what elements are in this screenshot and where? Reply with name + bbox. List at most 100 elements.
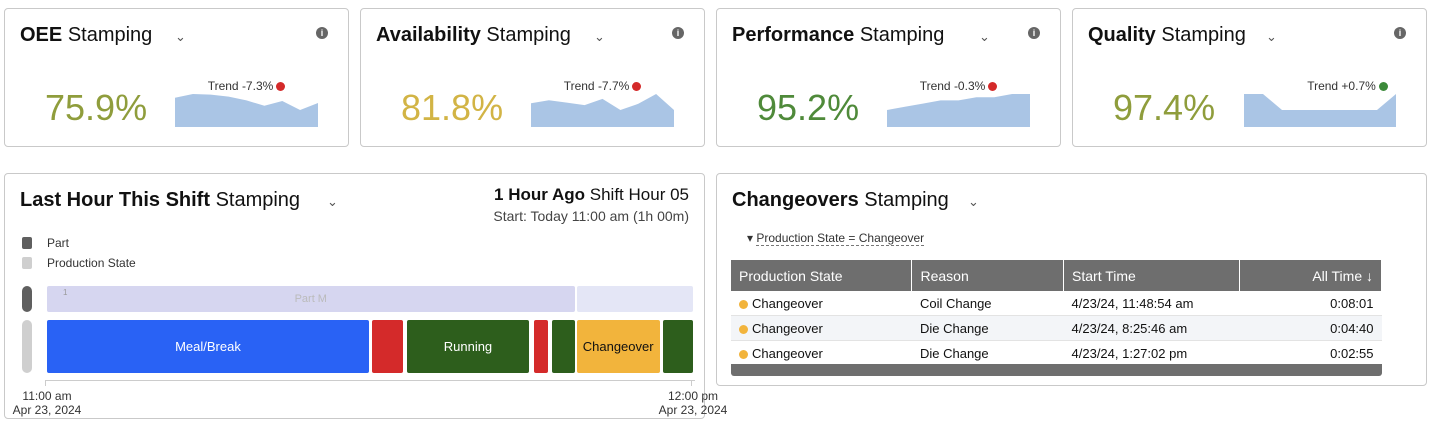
cell-text: 0:04:40 (1330, 320, 1374, 336)
part-count: 1 (63, 288, 68, 297)
trend-dot (988, 82, 998, 91)
axis-label: 12:00 pm Apr 23, 2024 (653, 389, 733, 417)
part-segment[interactable] (576, 286, 693, 312)
changeovers-card: Changeovers Stamping ⌄ ▾ Production Stat… (716, 173, 1427, 386)
trend-dot (276, 82, 286, 91)
info-icon[interactable]: i (316, 27, 328, 39)
trend-dot (632, 82, 642, 91)
timeline-card: Last Hour This Shift Stamping ⌄ 1 Hour A… (4, 173, 727, 419)
state-segment[interactable] (533, 320, 548, 373)
title: Last Hour This Shift (20, 189, 210, 211)
table-cell: Die Change (911, 340, 1064, 366)
axis-date: Apr 23, 2024 (658, 403, 728, 417)
sparkline-area (1244, 94, 1396, 127)
state-segment[interactable] (662, 320, 693, 373)
table: Production State Reason Start Time All Time… (731, 260, 1382, 366)
filter-label: Production State = Changeover (756, 231, 925, 246)
table-body: Changeover Coil Change 4/23/24, 11:48:54 a… (731, 291, 1382, 366)
table-cell: Die Change (911, 315, 1064, 341)
table-cell: 0:04:40 (1239, 315, 1382, 341)
trend-label: Trend +0.7% (1307, 79, 1376, 93)
trend: Trend -0.3% (887, 79, 1030, 93)
card-title: Quality Stamping (1088, 24, 1246, 47)
dropdown[interactable]: ⌄ (175, 29, 186, 44)
axis-date: Apr 23, 2024 (12, 403, 82, 417)
info-icon[interactable]: i (1394, 27, 1406, 39)
trend-label: Trend -7.7% (563, 79, 630, 93)
title: Changeovers (732, 189, 859, 211)
kpi-card: Availability Stamping ⌄ i 81.8% Trend -7… (360, 8, 705, 147)
state-segment[interactable]: Meal/Break (47, 320, 369, 373)
legend-swatch (22, 257, 32, 269)
table-row: Changeover Die Change 4/23/24, 1:27:02 pm 0… (731, 340, 1382, 366)
sparkline-area (887, 94, 1030, 127)
table-footer (731, 364, 1382, 376)
dropdown[interactable]: ⌄ (594, 29, 605, 44)
column-header[interactable]: Reason (911, 260, 1065, 291)
table-cell: 0:08:01 (1239, 291, 1382, 316)
title: OEE (20, 24, 63, 46)
state-dot (739, 324, 748, 334)
axis-tick (45, 380, 46, 386)
column-header[interactable]: All Time ↓ (1239, 260, 1382, 291)
state-label: Changeover (582, 339, 654, 354)
trend-dot (1378, 82, 1388, 91)
axis-tick (691, 380, 692, 386)
card-title: Availability Stamping (376, 24, 571, 47)
kpi-value: 75.9% (45, 87, 148, 128)
info-icon[interactable]: i (672, 27, 684, 39)
card-title: Performance Stamping (732, 24, 944, 47)
cell-text: 0:08:01 (1330, 295, 1374, 311)
period-label: 1 Hour Ago (494, 185, 586, 204)
table-cell: Changeover (731, 315, 912, 341)
sparkline-area (175, 94, 318, 127)
info-icon[interactable]: i (1028, 27, 1040, 39)
trend: Trend +0.7% (1276, 79, 1419, 93)
row-handle (22, 286, 32, 312)
sparkline (531, 94, 674, 127)
filter[interactable]: ▾ Production State = Changeover (747, 231, 925, 246)
trend: Trend -7.7% (531, 79, 674, 93)
dropdown[interactable]: ⌄ (979, 29, 990, 44)
cell-text: Changeover (752, 295, 823, 311)
cell-text: 4/23/24, 1:27:02 pm (1071, 345, 1188, 361)
part-segment[interactable]: 1 Part M (47, 286, 575, 312)
start: Start: Today 11:00 am (1h 00m) (493, 208, 689, 224)
column-header[interactable]: Start Time (1063, 260, 1241, 291)
kpi-value: 81.8% (401, 87, 504, 128)
state-segment[interactable] (551, 320, 575, 373)
table-cell: 4/23/24, 1:27:02 pm (1063, 340, 1240, 366)
period: 1 Hour Ago Shift Hour 05 (494, 185, 689, 205)
context: Stamping (1161, 24, 1246, 46)
state-segment[interactable]: Changeover (576, 320, 660, 373)
table-row: Changeover Die Change 4/23/24, 8:25:46 am 0… (731, 315, 1382, 341)
part-label: Part M (294, 293, 327, 305)
cell-text: Coil Change (919, 295, 992, 311)
kpi-card: Quality Stamping ⌄ i 97.4% Trend +0.7% (1072, 8, 1427, 147)
state-segment[interactable]: Running (406, 320, 530, 373)
axis-label: 11:00 am Apr 23, 2024 (7, 389, 87, 417)
state-label: Meal/Break (175, 339, 241, 354)
table-cell: Changeover (731, 340, 912, 366)
context: Stamping (67, 24, 153, 46)
table-cell: 0:02:55 (1239, 340, 1382, 366)
dropdown[interactable]: ⌄ (1266, 29, 1277, 44)
column-header[interactable]: Production State (731, 260, 913, 291)
trend-label: Trend -7.3% (207, 79, 274, 93)
title: Performance (732, 24, 855, 46)
legend-label: Production State (47, 256, 136, 270)
sparkline-area (531, 94, 674, 127)
cell-text: Die Change (919, 345, 989, 361)
table-cell: Coil Change (911, 291, 1064, 316)
context: Stamping (859, 24, 945, 46)
state-segment[interactable] (372, 320, 404, 373)
title: Quality (1088, 24, 1156, 46)
card-title: OEE Stamping (20, 24, 152, 47)
kpi-card: Performance Stamping ⌄ i 95.2% Trend -0.… (716, 8, 1061, 147)
dropdown[interactable]: ⌄ (327, 194, 338, 209)
axis-time: 12:00 pm (667, 389, 719, 403)
context: Stamping (486, 24, 571, 46)
dropdown[interactable]: ⌄ (968, 194, 979, 209)
kpi-value: 95.2% (757, 87, 860, 128)
